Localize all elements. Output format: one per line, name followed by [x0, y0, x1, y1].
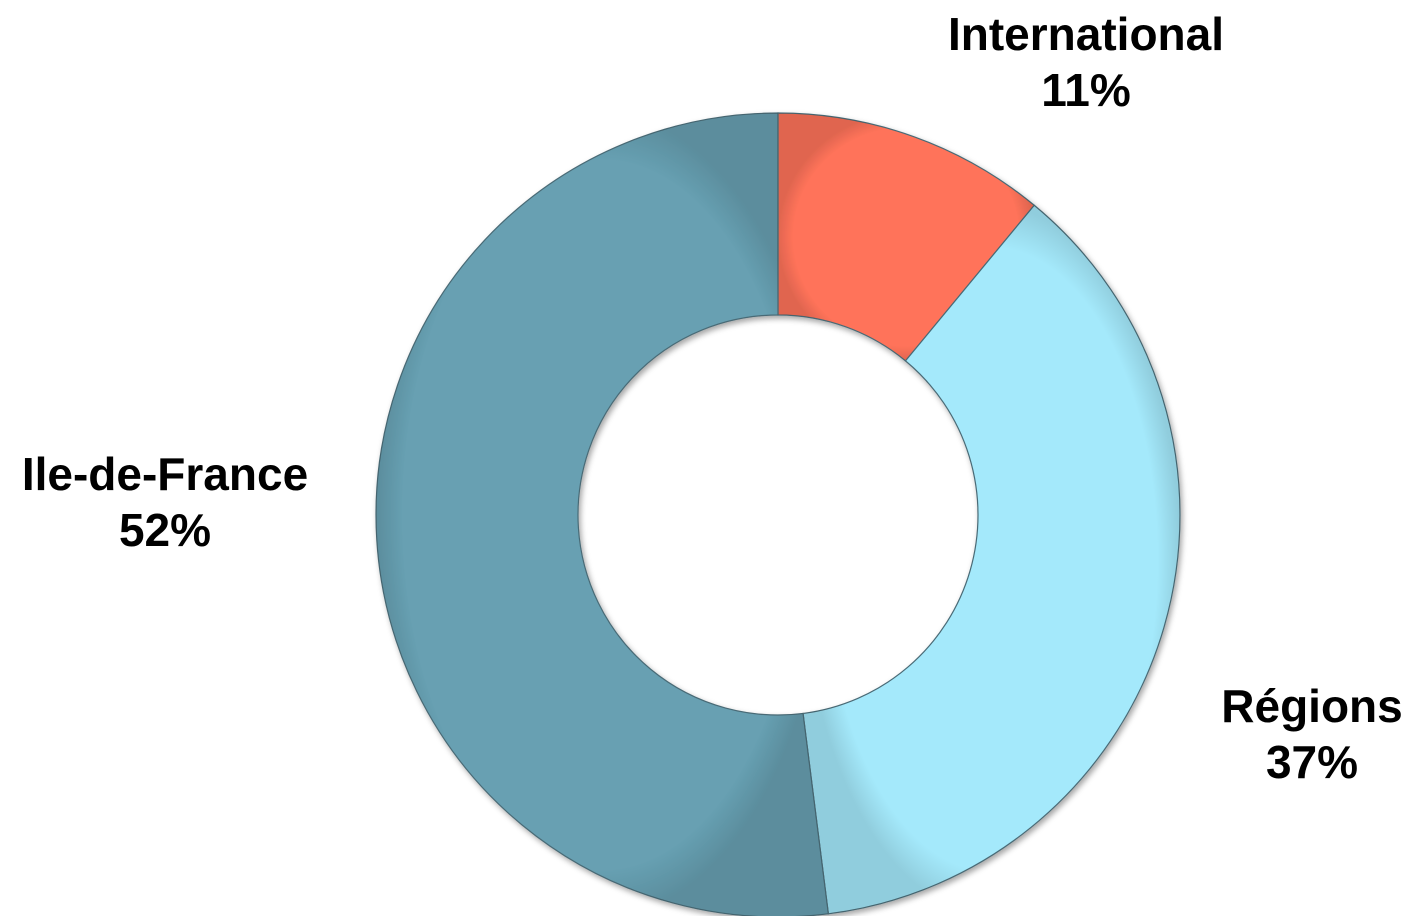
slice-percent-regions: 37% — [1266, 736, 1358, 788]
slice-percent-ile-de-france: 52% — [119, 504, 211, 556]
slice-category-regions: Régions — [1221, 680, 1402, 732]
slice-label-regions: Régions 37% — [1221, 680, 1402, 788]
slice-label-international: International 11% — [948, 8, 1224, 116]
slice-labels: International 11% Régions 37% Ile-de-France 5… — [22, 8, 1403, 788]
slice-shade-regions — [803, 205, 1180, 914]
donut-slices — [375, 112, 1181, 918]
slice-percent-international: 11% — [1041, 64, 1131, 116]
slice-shade-ile-de-france — [376, 113, 829, 917]
slice-category-ile-de-france: Ile-de-France — [22, 448, 308, 500]
slice-label-ile-de-france: Ile-de-France 52% — [22, 448, 308, 556]
slice-category-international: International — [948, 8, 1224, 60]
slice-shade-international — [778, 113, 1035, 361]
